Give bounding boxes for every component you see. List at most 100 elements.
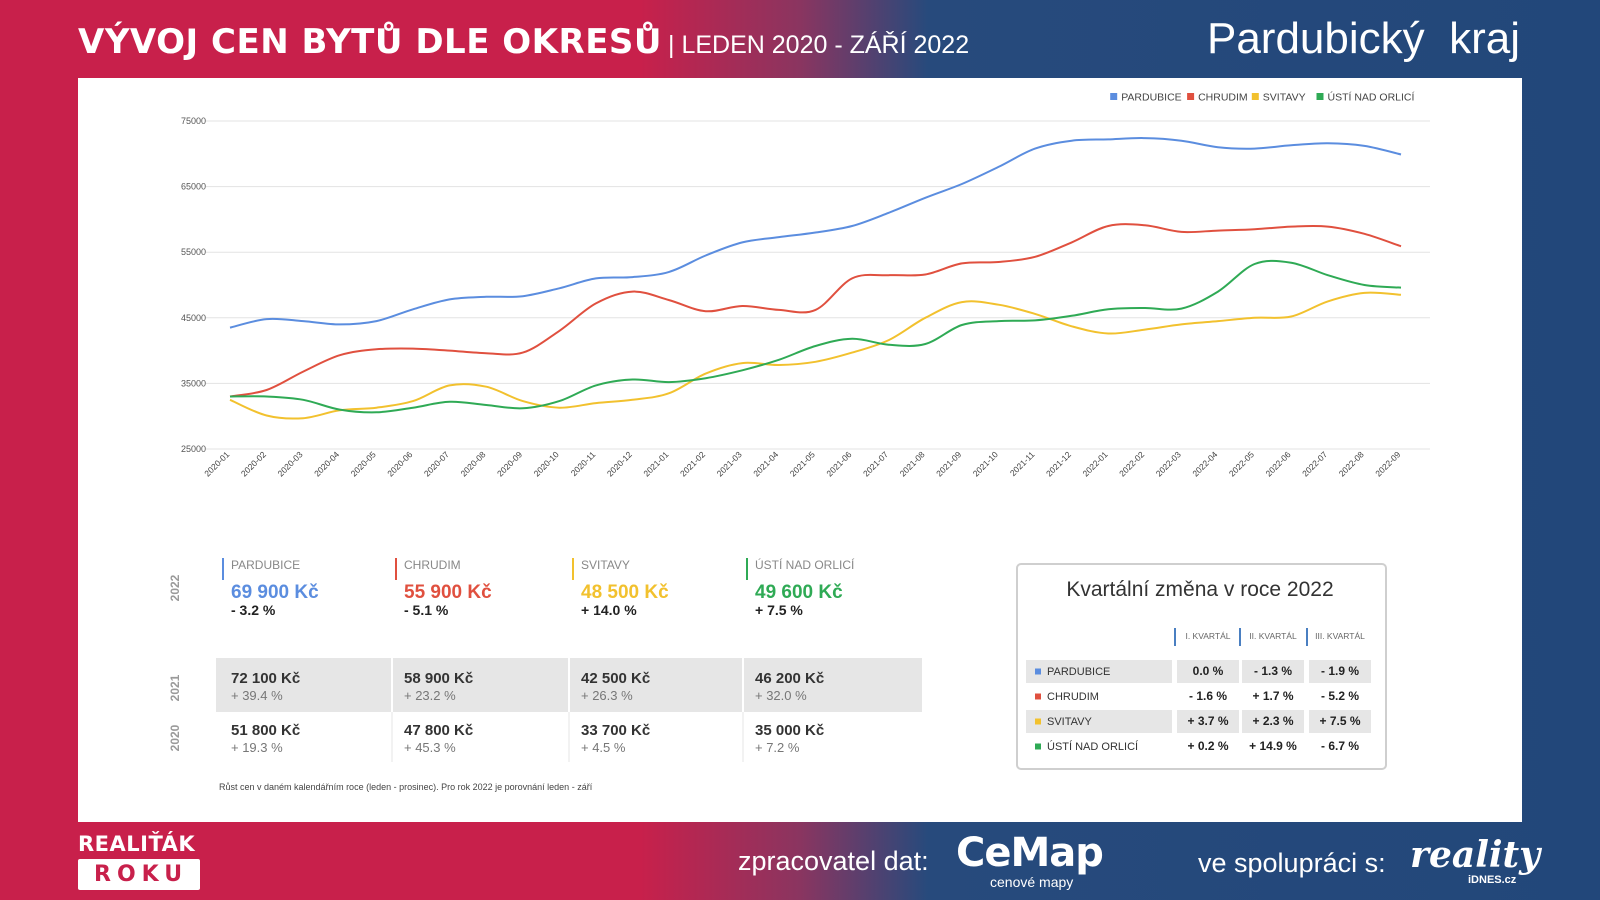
quarter-value: - 1.3 % bbox=[1254, 664, 1292, 678]
legend-label: ÚSTÍ NAD ORLICÍ bbox=[1328, 91, 1415, 104]
x-tick-label: 2021-07 bbox=[861, 449, 890, 478]
x-tick-label: 2022-01 bbox=[1081, 449, 1110, 478]
row-swatch bbox=[1035, 693, 1041, 700]
x-tick-label: 2020-08 bbox=[458, 449, 487, 478]
legend-label: PARDUBICE bbox=[1121, 92, 1181, 104]
price-2022: 69 900 Kč bbox=[231, 582, 319, 603]
row-value-bg bbox=[1242, 710, 1304, 733]
legend-swatch bbox=[1187, 93, 1195, 100]
x-tick-label: 2021-05 bbox=[788, 449, 817, 478]
quarter-value: - 5.2 % bbox=[1321, 689, 1359, 703]
x-tick-label: 2020-12 bbox=[605, 449, 634, 478]
change-2021: + 26.3 % bbox=[581, 688, 633, 703]
x-tick-label: 2020-03 bbox=[275, 449, 304, 478]
quarterly-box: Kvartální změna v roce 2022 I. KVARTÁL II.… bbox=[1016, 563, 1387, 770]
price-2022: 55 900 Kč bbox=[404, 582, 492, 603]
x-tick-label: 2020-10 bbox=[532, 449, 561, 478]
series-line-svitavy bbox=[229, 291, 1402, 420]
reality-logo: reality iDNES.cz bbox=[1410, 834, 1541, 886]
change-2020: + 45.3 % bbox=[404, 740, 456, 755]
quarter-header: II. KVARTÁL bbox=[1249, 631, 1297, 641]
quarter-value: + 3.7 % bbox=[1187, 714, 1228, 728]
quarter-value: - 6.7 % bbox=[1321, 739, 1359, 753]
page-title-block: VÝVOJ CEN BYTŮ DLE OKRESŮ | LEDEN 2020 - … bbox=[78, 22, 969, 62]
price-stats: 2022 2021 2020 PARDUBICE 69 900 Kč- 3.2 % 72 … bbox=[168, 557, 922, 792]
cemap-logo: CeMap cenové mapy bbox=[956, 830, 1104, 890]
price-2022: 48 500 Kč bbox=[581, 582, 669, 603]
y-tick-label: 75000 bbox=[181, 116, 206, 126]
x-tick-label: 2021-10 bbox=[971, 449, 1000, 478]
brand-line1: REALIŤÁK bbox=[78, 832, 196, 856]
quarter-value: 0.0 % bbox=[1193, 664, 1224, 678]
x-tick-label: 2022-05 bbox=[1227, 449, 1256, 478]
row-name: SVITAVY bbox=[1047, 716, 1092, 728]
footnote: Růst cen v daném kalendářním roce (leden… bbox=[219, 782, 593, 792]
price-2022: 49 600 Kč bbox=[755, 582, 843, 603]
row-name: ÚSTÍ NAD ORLICÍ bbox=[1047, 740, 1139, 753]
quarter-value: + 7.5 % bbox=[1319, 714, 1360, 728]
district-name: CHRUDIM bbox=[404, 558, 461, 572]
district-name: ÚSTÍ NAD ORLICÍ bbox=[755, 557, 855, 572]
quarter-value: + 0.2 % bbox=[1187, 739, 1228, 753]
x-tick-label: 2022-03 bbox=[1154, 449, 1183, 478]
x-tick-label: 2021-01 bbox=[641, 449, 670, 478]
x-tick-label: 2021-12 bbox=[1044, 449, 1073, 478]
row-value-bg bbox=[1309, 710, 1371, 733]
page-subtitle: | LEDEN 2020 - ZÁŘÍ 2022 bbox=[668, 31, 970, 59]
row-value-bg bbox=[1177, 660, 1239, 683]
quarter-value: - 1.6 % bbox=[1189, 689, 1227, 703]
legend-swatch bbox=[1316, 93, 1324, 100]
y-tick-label: 25000 bbox=[181, 444, 206, 454]
chart-legend: PARDUBICE CHRUDIM SVITAVY ÚSTÍ NAD ORLICÍ bbox=[1110, 91, 1415, 104]
change-2022: + 7.5 % bbox=[755, 602, 803, 618]
change-2020: + 7.2 % bbox=[755, 740, 800, 755]
x-tick-label: 2020-09 bbox=[495, 449, 524, 478]
x-tick-label: 2022-07 bbox=[1300, 449, 1329, 478]
series-line--st-nad-orlic- bbox=[229, 259, 1402, 414]
row-name-bg bbox=[1026, 710, 1172, 733]
quarterly-title: Kvartální změna v roce 2022 bbox=[1066, 578, 1333, 601]
price-2020: 51 800 Kč bbox=[231, 722, 300, 739]
change-2022: + 14.0 % bbox=[581, 602, 637, 618]
brand-line2: ROKU bbox=[78, 859, 201, 890]
row-value-bg bbox=[1309, 660, 1371, 683]
row-value-bg bbox=[1177, 710, 1239, 733]
row-name: PARDUBICE bbox=[1047, 666, 1110, 678]
price-2021: 58 900 Kč bbox=[404, 670, 473, 687]
change-2020: + 4.5 % bbox=[581, 740, 626, 755]
x-tick-label: 2020-04 bbox=[312, 449, 341, 478]
x-tick-label: 2021-04 bbox=[751, 449, 780, 478]
x-tick-label: 2022-08 bbox=[1337, 449, 1366, 478]
y-tick-label: 65000 bbox=[181, 182, 206, 192]
legend-swatch bbox=[1110, 93, 1118, 100]
x-tick-label: 2020-01 bbox=[202, 449, 231, 478]
row-swatch bbox=[1035, 718, 1041, 725]
x-tick-label: 2021-11 bbox=[1008, 449, 1037, 478]
price-2021: 46 200 Kč bbox=[755, 670, 824, 687]
x-tick-label: 2020-11 bbox=[569, 449, 598, 478]
series-line-pardubice bbox=[229, 137, 1402, 329]
price-2021: 42 500 Kč bbox=[581, 670, 650, 687]
row-swatch bbox=[1035, 743, 1041, 750]
x-tick-label: 2022-04 bbox=[1190, 449, 1219, 478]
quarter-header: III. KVARTÁL bbox=[1315, 631, 1365, 641]
cemap-tagline: cenové mapy bbox=[990, 874, 1074, 890]
change-2021: + 32.0 % bbox=[755, 688, 807, 703]
processor-label: zpracovatel dat: bbox=[738, 846, 929, 876]
district-name: SVITAVY bbox=[581, 558, 630, 572]
price-2020: 47 800 Kč bbox=[404, 722, 473, 739]
x-tick-label: 2022-06 bbox=[1263, 449, 1292, 478]
legend-swatch bbox=[1251, 93, 1259, 100]
change-2022: - 5.1 % bbox=[404, 602, 449, 618]
quarter-value: - 1.9 % bbox=[1321, 664, 1359, 678]
change-2022: - 3.2 % bbox=[231, 602, 276, 618]
x-tick-label: 2021-06 bbox=[824, 449, 853, 478]
x-tick-label: 2021-02 bbox=[678, 449, 707, 478]
region-title: Pardubický kraj bbox=[1206, 14, 1520, 63]
quarter-value: + 1.7 % bbox=[1252, 689, 1293, 703]
price-2021: 72 100 Kč bbox=[231, 670, 300, 687]
reality-name: reality bbox=[1410, 834, 1541, 876]
change-2021: + 23.2 % bbox=[404, 688, 456, 703]
x-tick-label: 2022-09 bbox=[1373, 449, 1402, 478]
